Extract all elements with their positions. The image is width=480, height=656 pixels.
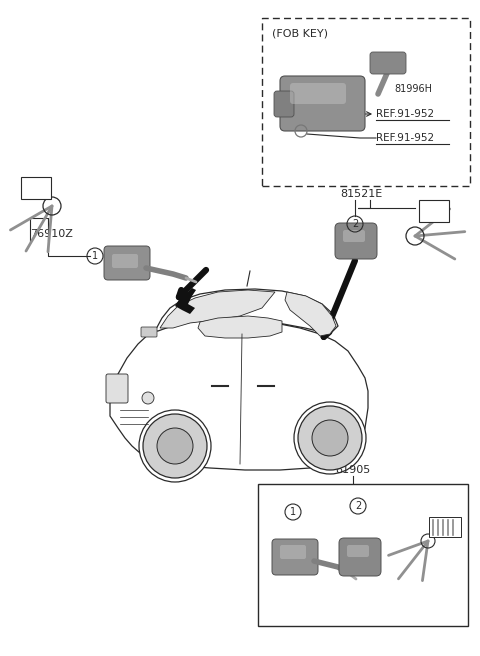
FancyBboxPatch shape (335, 223, 377, 259)
Text: REF.91-952: REF.91-952 (376, 109, 434, 119)
FancyBboxPatch shape (104, 246, 150, 280)
Circle shape (139, 410, 211, 482)
Circle shape (143, 414, 207, 478)
Text: REF.91-952: REF.91-952 (376, 133, 434, 143)
FancyBboxPatch shape (141, 327, 157, 337)
FancyBboxPatch shape (21, 177, 51, 199)
FancyBboxPatch shape (272, 539, 318, 575)
FancyBboxPatch shape (106, 374, 128, 403)
FancyBboxPatch shape (258, 484, 468, 626)
FancyBboxPatch shape (274, 91, 294, 117)
Circle shape (157, 428, 193, 464)
FancyBboxPatch shape (370, 52, 406, 74)
FancyBboxPatch shape (280, 76, 365, 131)
Text: 76910Z: 76910Z (30, 229, 73, 239)
Polygon shape (110, 319, 368, 470)
FancyBboxPatch shape (343, 230, 365, 242)
Polygon shape (175, 288, 196, 314)
Text: 2: 2 (352, 219, 358, 229)
Text: 81905: 81905 (336, 465, 371, 475)
Polygon shape (198, 316, 282, 338)
FancyBboxPatch shape (280, 545, 306, 559)
FancyBboxPatch shape (112, 254, 138, 268)
Text: (FOB KEY): (FOB KEY) (272, 28, 328, 38)
Circle shape (142, 392, 154, 404)
Text: 81996H: 81996H (394, 84, 432, 94)
Polygon shape (160, 290, 275, 328)
Text: 81521E: 81521E (340, 189, 382, 199)
Circle shape (294, 402, 366, 474)
Polygon shape (285, 292, 336, 336)
FancyBboxPatch shape (347, 545, 369, 557)
Circle shape (298, 406, 362, 470)
FancyBboxPatch shape (429, 517, 461, 537)
Circle shape (312, 420, 348, 456)
FancyBboxPatch shape (339, 538, 381, 576)
Text: 1: 1 (92, 251, 98, 261)
Text: 2: 2 (355, 501, 361, 511)
Polygon shape (155, 289, 338, 334)
FancyBboxPatch shape (419, 200, 449, 222)
Text: 1: 1 (290, 507, 296, 517)
FancyBboxPatch shape (290, 83, 346, 104)
